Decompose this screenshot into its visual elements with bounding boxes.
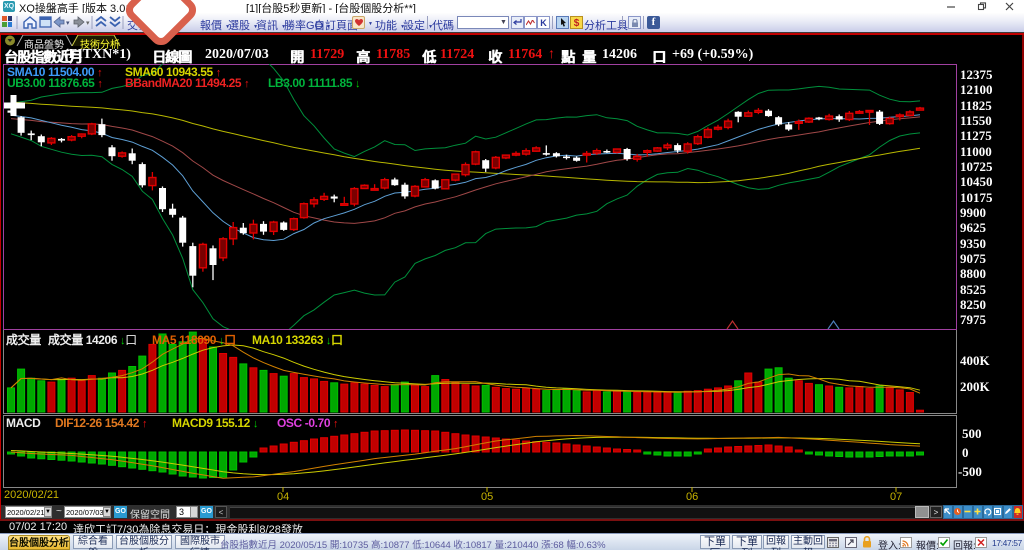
svg-text:▾: ▾ [66,20,70,27]
svg-text:▾: ▾ [86,20,90,27]
